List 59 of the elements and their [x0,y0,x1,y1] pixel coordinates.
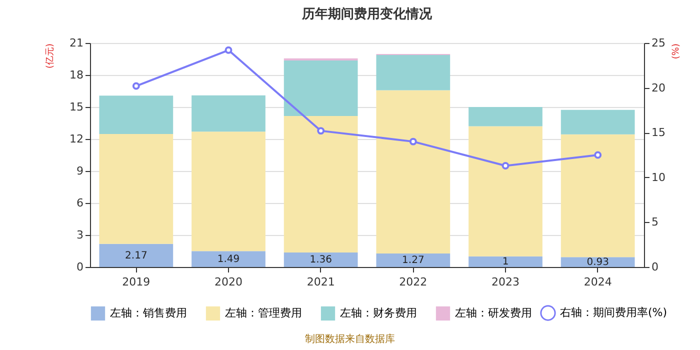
y2-tick-label: 20 [652,81,666,94]
y2-tick-label: 5 [652,216,658,229]
data-label: 2.17 [125,250,148,262]
x-tick-label: 2024 [584,276,612,288]
y-tick-label: 6 [76,196,84,210]
bar [468,126,542,256]
bar [99,134,174,244]
bar [468,256,542,267]
y-axis-title: (亿元) [44,44,56,69]
bar [192,132,266,252]
y2-tick-label: 10 [652,170,666,184]
bar [560,110,635,134]
bar [376,90,450,254]
y2-axis-title: (%) [672,44,682,60]
point [594,151,602,159]
x-tick-label: 2022 [399,276,428,288]
y2-tick-label: 0 [652,260,658,274]
bar [468,107,542,126]
point [224,46,232,54]
point [132,82,140,90]
legend-label: 左轴：销售费用 [110,306,187,320]
x-tick-label: 2020 [214,276,242,288]
bar [284,252,358,267]
y2-tick-label: 25 [652,36,666,50]
legend-label: 左轴：研发费用 [455,306,532,320]
bar [284,60,358,116]
legend-label: 左轴：管理费用 [225,306,302,320]
chart-title: 历年期间费用变化情况 [301,6,433,22]
bar [192,251,266,267]
bar [376,253,450,267]
bar [284,116,358,252]
data-label: 1.49 [217,254,240,266]
x-tick-label: 2019 [122,276,150,288]
text: 制图数据来自数据库 [304,332,396,346]
y-tick-label: 15 [70,100,84,114]
point [409,138,417,146]
point [317,127,325,135]
bar [99,96,174,134]
y2-tick-label: 15 [652,126,666,140]
data-label: 0.93 [586,257,609,268]
y-tick-label: 0 [76,260,84,274]
point [502,162,510,170]
legend-label: 左轴：财务费用 [340,306,417,320]
data-label: 1 [502,256,509,268]
y-tick-label: 21 [70,36,84,50]
bar [376,55,450,90]
bar [192,95,266,132]
bar [99,244,174,267]
data-label: 1.36 [310,254,332,266]
bar [560,257,635,267]
x-tick-label: 2021 [306,276,335,288]
legend-label: 右轴：期间费用率(%) [560,306,668,319]
x-tick-label: 2023 [492,276,520,288]
y-tick-label: 12 [70,132,84,146]
y-tick-label: 9 [76,164,84,178]
y-tick-label: 3 [76,228,84,242]
y-tick-label: 18 [70,68,84,82]
data-label: 1.27 [402,255,424,266]
bar [560,134,635,258]
